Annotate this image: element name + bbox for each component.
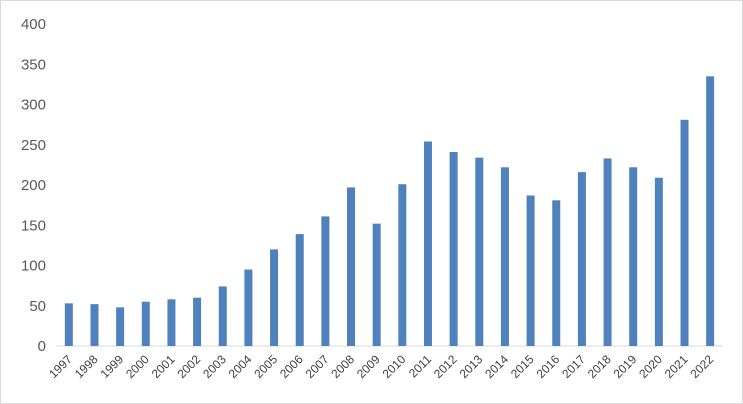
x-tick-label: 2007 (303, 352, 332, 381)
x-tick-label: 1997 (46, 352, 75, 381)
x-tick-label: 2020 (636, 352, 665, 381)
y-tick-label: 300 (21, 97, 46, 114)
x-tick-label: 2001 (149, 352, 178, 381)
bar-2016 (552, 200, 561, 346)
x-axis-ticks: 1997199819992000200120022003200420052006… (46, 352, 716, 381)
bar-2020 (654, 177, 663, 346)
bar-2022 (706, 76, 715, 346)
bar-2003 (218, 286, 227, 346)
bar-2009 (372, 223, 381, 346)
bar-2013 (475, 157, 484, 346)
x-tick-label: 2022 (688, 352, 717, 381)
x-tick-label: 2021 (662, 352, 691, 381)
y-tick-label: 100 (21, 258, 46, 275)
y-axis-ticks: 0 50 100 150 200 250 300 350 400 (21, 16, 46, 355)
bar-2008 (347, 187, 356, 346)
x-tick-label: 2004 (226, 352, 255, 381)
bar-2010 (398, 184, 407, 346)
x-tick-label: 2019 (611, 352, 640, 381)
x-tick-label: 2010 (380, 352, 409, 381)
x-tick-label: 2016 (534, 352, 563, 381)
x-tick-label: 2017 (559, 352, 588, 381)
bar-1997 (64, 303, 73, 346)
y-tick-label: 200 (21, 177, 46, 194)
bar-2019 (629, 167, 638, 346)
x-tick-label: 2011 (406, 352, 434, 380)
y-tick-label: 50 (29, 298, 46, 315)
x-tick-label: 2000 (123, 352, 152, 381)
bar-2012 (449, 151, 458, 346)
y-tick-label: 150 (21, 217, 46, 234)
bar-2001 (167, 299, 176, 346)
bar-2005 (270, 249, 279, 346)
bar-2004 (244, 269, 253, 346)
x-tick-label: 1998 (72, 352, 101, 381)
x-tick-label: 2006 (277, 352, 306, 381)
bar-2014 (500, 167, 509, 346)
bar-2002 (193, 297, 202, 346)
bar-1999 (116, 307, 125, 346)
x-tick-label: 2018 (585, 352, 614, 381)
bar-2011 (423, 141, 432, 346)
y-tick-label: 350 (21, 56, 46, 73)
y-tick-label: 400 (21, 16, 46, 33)
x-tick-label: 2005 (251, 352, 280, 381)
bar-2006 (295, 234, 304, 346)
x-tick-label: 2012 (431, 352, 460, 381)
x-tick-label: 2014 (482, 352, 511, 381)
y-tick-label: 0 (38, 338, 46, 355)
x-tick-label: 2002 (174, 352, 203, 381)
y-tick-label: 250 (21, 137, 46, 154)
bars (64, 76, 715, 346)
bar-2007 (321, 216, 330, 346)
x-tick-label: 2015 (508, 352, 537, 381)
x-tick-label: 2008 (328, 352, 357, 381)
x-tick-label: 2009 (354, 352, 383, 381)
bar-2021 (680, 119, 689, 346)
bar-2018 (603, 158, 612, 346)
bar-1998 (90, 304, 99, 346)
bar-2000 (141, 301, 150, 346)
bar-2017 (577, 172, 586, 346)
x-tick-label: 1999 (97, 352, 126, 381)
bar-2015 (526, 195, 535, 346)
x-tick-label: 2013 (457, 352, 486, 381)
x-tick-label: 2003 (200, 352, 229, 381)
